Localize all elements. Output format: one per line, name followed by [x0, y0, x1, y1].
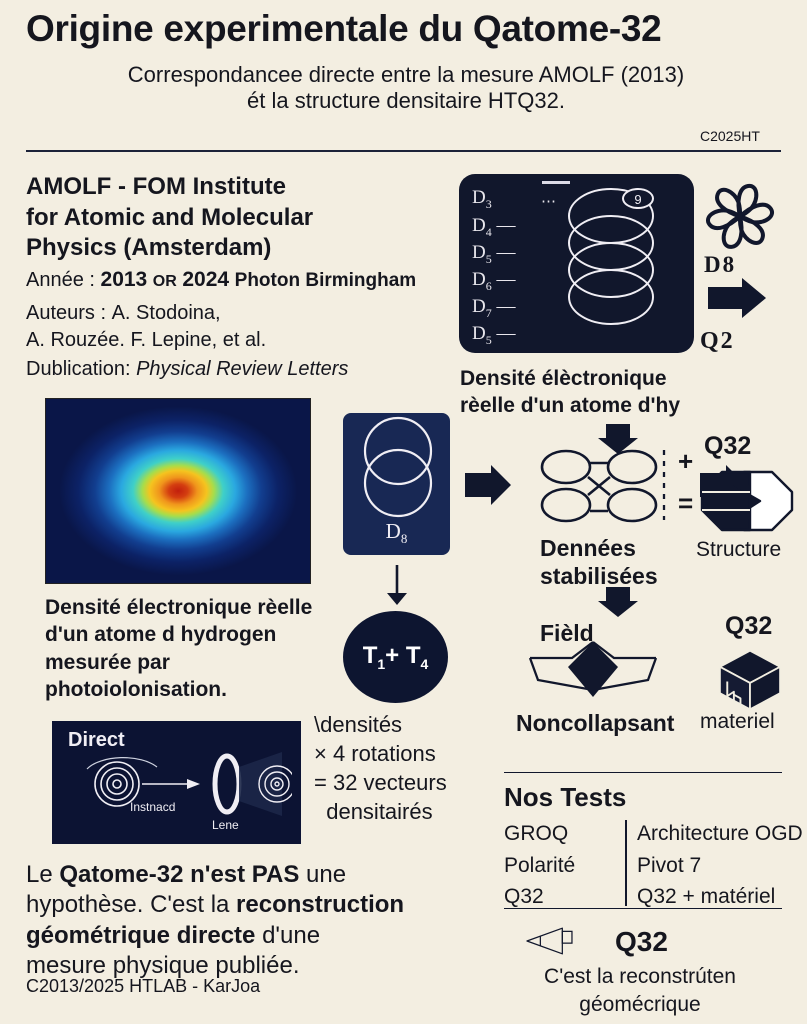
svg-text:Instnacd: Instnacd [130, 800, 175, 814]
svg-text:Lene: Lene [212, 818, 239, 832]
